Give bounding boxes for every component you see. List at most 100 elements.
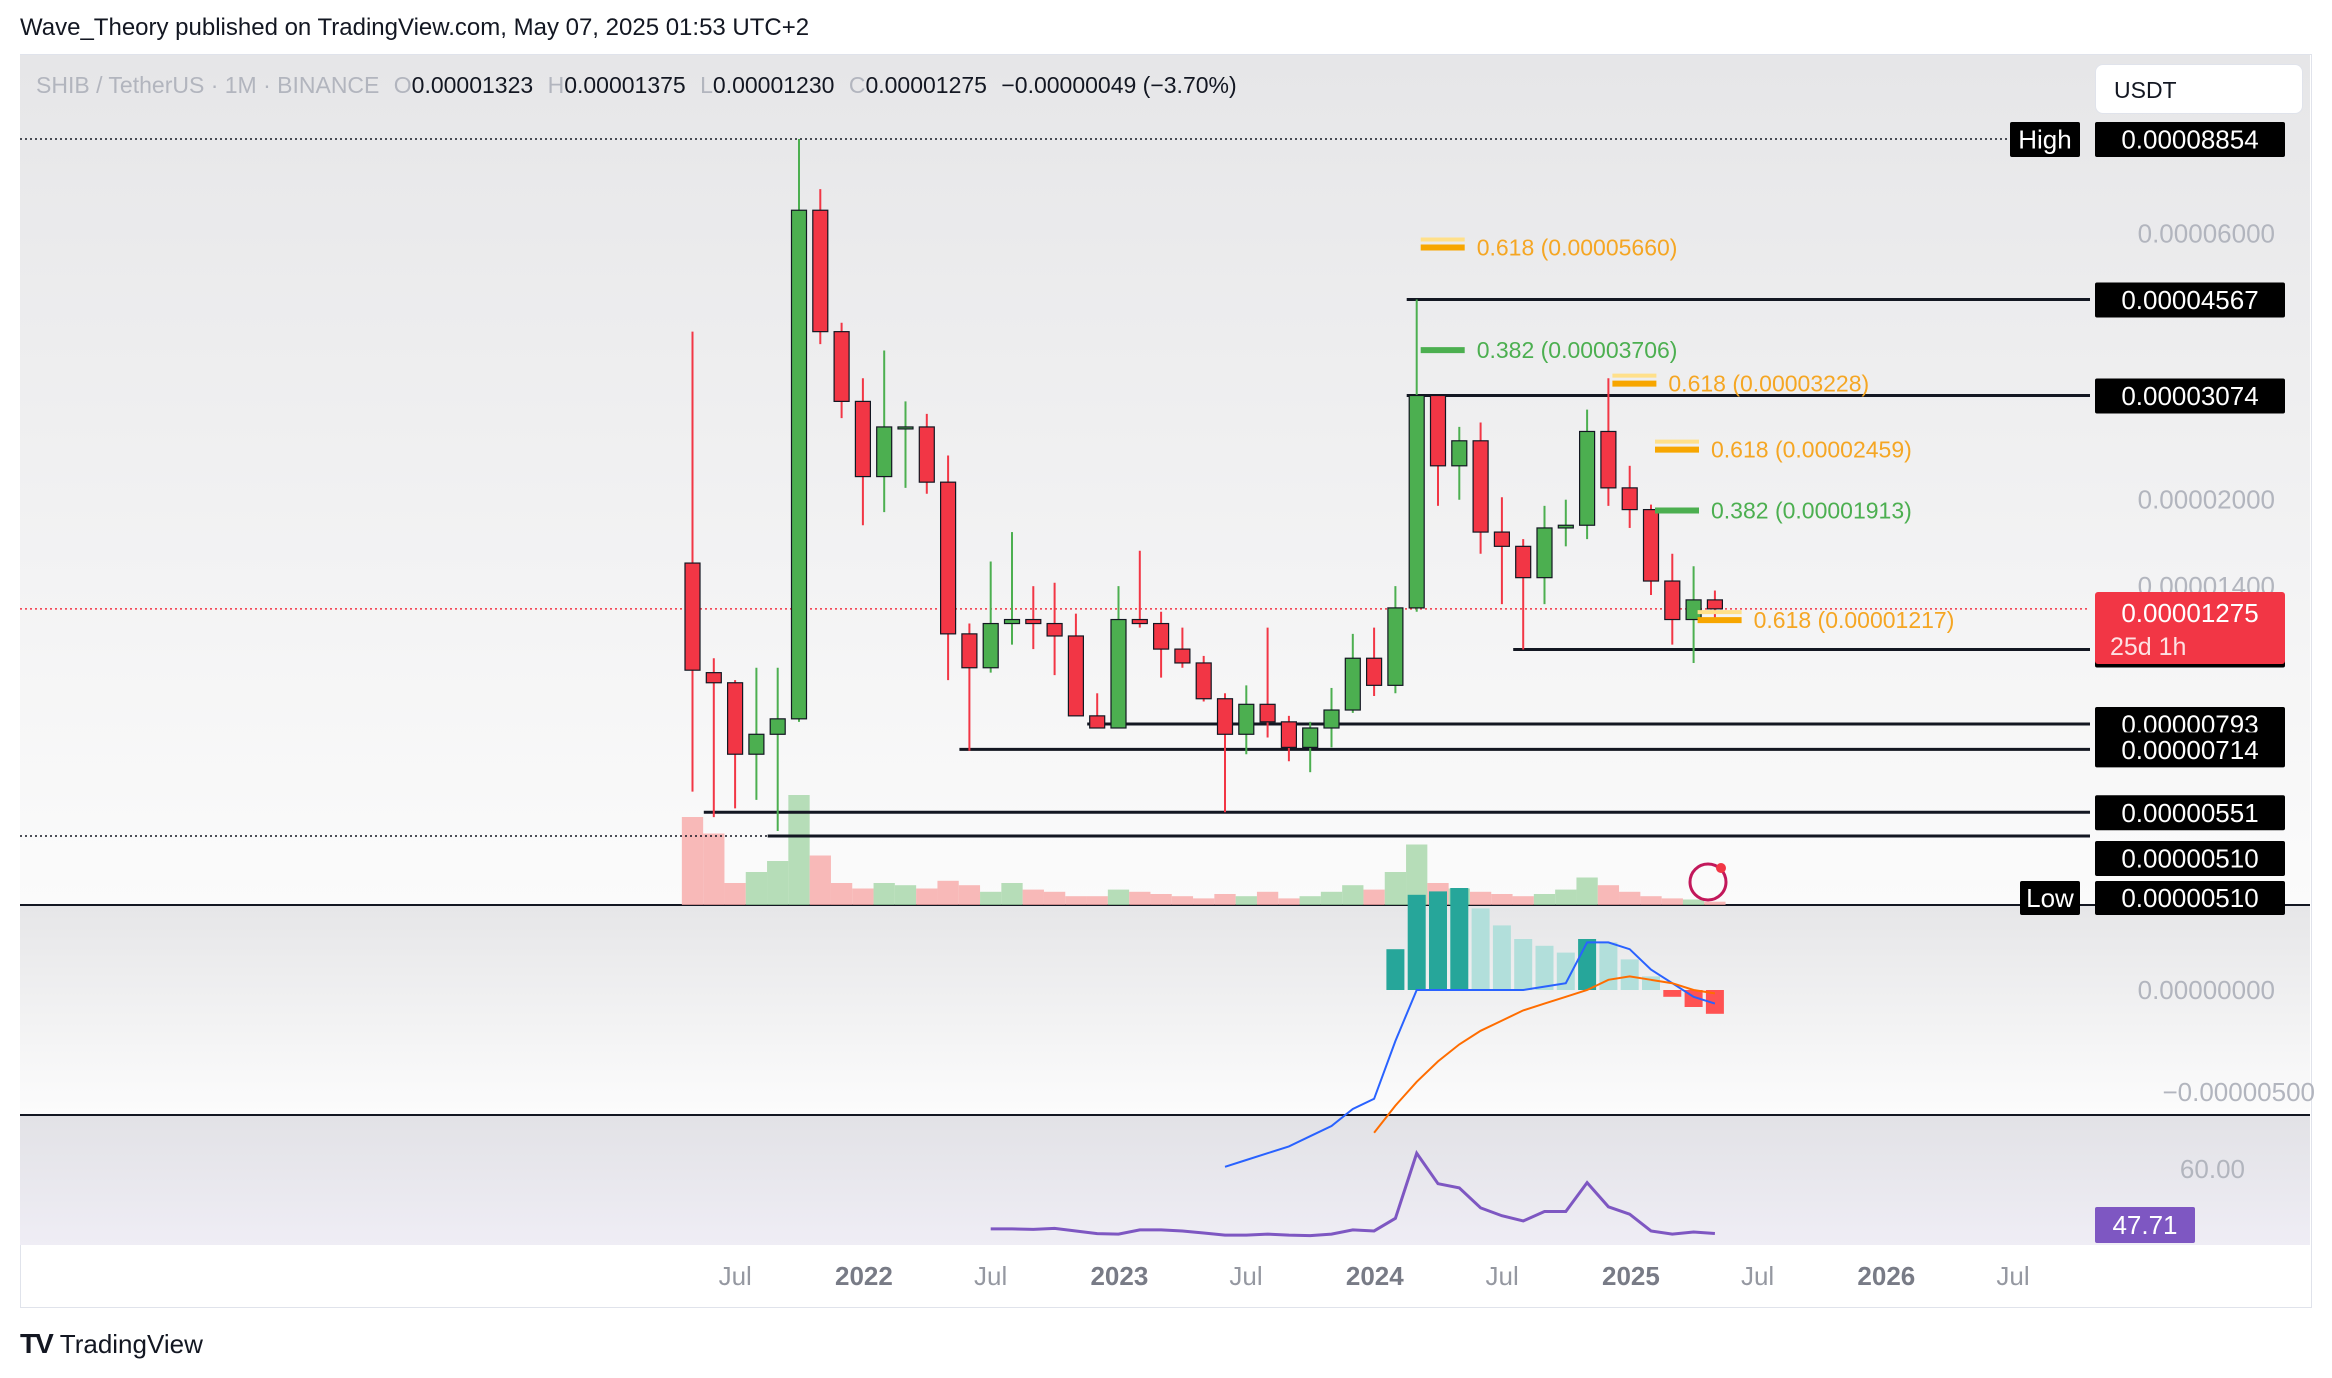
candle-body [1195, 662, 1212, 700]
candle-body [918, 426, 935, 483]
fib-label: 0.382 (0.00001913) [1711, 497, 1912, 523]
candle-body [1110, 618, 1127, 729]
candle-body [1642, 508, 1660, 582]
time-axis-tick: Jul [974, 1261, 1007, 1291]
candle-body [1578, 430, 1596, 526]
candle-body [1046, 622, 1063, 637]
level-badge-bg [2095, 378, 2285, 414]
rsi-pane-bg [20, 1115, 2310, 1245]
currency-select[interactable]: USDT [2095, 64, 2303, 114]
macd-histogram-bar [1429, 891, 1447, 990]
candle-body [1259, 703, 1276, 723]
candle-body [769, 718, 786, 735]
high-marker-value-bg [2095, 122, 2285, 157]
alert-flash-icon [1688, 862, 1728, 902]
low-marker-label-bg [2020, 881, 2080, 915]
macd-histogram-bar [1535, 945, 1554, 990]
macd-histogram-bar [1471, 908, 1490, 990]
volume-bar [980, 891, 1002, 905]
macd-line [1224, 941, 1716, 1168]
low-marker-value-bg [2095, 881, 2285, 915]
volume-bar [1342, 885, 1364, 905]
macd-histogram-bar [1386, 949, 1405, 990]
volume-bar [1512, 896, 1534, 905]
volume-bar [1235, 896, 1257, 905]
rsi-value-badge: 47.71 [2112, 1210, 2177, 1240]
level-badge-bg [2095, 841, 2285, 876]
signal-line [1373, 975, 1716, 1134]
low-label: L [700, 72, 713, 98]
footer-brand[interactable]: TV TradingView [20, 1328, 203, 1360]
macd-histogram-bar [1492, 925, 1511, 990]
time-axis-tick: Jul [1741, 1261, 1774, 1291]
candle-body [1302, 727, 1319, 748]
candle-body [1067, 635, 1085, 717]
volume-bar [1704, 901, 1726, 905]
last-price-value: 0.00001275 [2121, 598, 2258, 628]
volume-bar [1065, 896, 1087, 905]
candle-body [1003, 618, 1021, 625]
time-axis-tick: 2025 [1602, 1261, 1660, 1291]
low-value: 0.00001230 [712, 72, 835, 98]
time-axis-tick: Jul [719, 1261, 752, 1291]
candle-body [684, 562, 701, 671]
alert-dot-icon [1716, 863, 1726, 873]
high-marker-label-bg [2010, 122, 2080, 157]
volume-bar [937, 880, 959, 905]
volume-bar [852, 888, 874, 905]
time-axis-tick: Jul [1996, 1261, 2029, 1291]
volume-bar [703, 833, 725, 905]
candle-body [1493, 531, 1511, 547]
volume-bar [1597, 885, 1620, 905]
volume-bar [788, 795, 810, 905]
symbol-name[interactable]: SHIB / TetherUS · 1M · BINANCE [36, 72, 380, 98]
time-axis-tick: 2023 [1090, 1261, 1148, 1291]
rsi-value-badge-bg [2095, 1207, 2195, 1243]
volume-bar [1406, 844, 1428, 905]
candle-body [1557, 524, 1574, 529]
candle-body [1621, 487, 1638, 511]
fib-label: 0.618 (0.00002459) [1711, 437, 1912, 463]
open-label: O [393, 72, 412, 98]
candle-body [1216, 698, 1234, 735]
candle-body [1365, 657, 1383, 686]
volume-bar [958, 885, 981, 905]
volume-bar [1533, 894, 1556, 905]
volume-bar [1001, 883, 1023, 905]
candle-body [1387, 607, 1404, 686]
low-marker-label: Low [2026, 883, 2074, 913]
volume-bar [894, 885, 917, 905]
candle-body [1515, 545, 1532, 579]
macd-histogram-bar [1620, 959, 1639, 990]
volume-bar [1619, 891, 1641, 905]
time-axis-tick: 2022 [835, 1261, 893, 1291]
candle-body [939, 481, 957, 635]
volume-bar [1320, 891, 1343, 905]
candle-body [1600, 430, 1617, 489]
time-axis-tick: Jul [1229, 1261, 1262, 1291]
candle-body [726, 682, 744, 755]
candle-body [1429, 394, 1447, 467]
candle-body [1706, 599, 1724, 610]
candle-body [1344, 657, 1361, 711]
volume-bar [1682, 899, 1705, 905]
level-badge-bg [2095, 732, 2285, 768]
volume-bar [1171, 896, 1194, 905]
fib-label: 0.618 (0.00003228) [1668, 371, 1869, 397]
main-pane-bg [20, 55, 2310, 905]
level-badge: 0.00000510 [2121, 844, 2258, 874]
rsi-axis-tick: 60.00 [2180, 1154, 2245, 1184]
macd-histogram-bar [1514, 939, 1533, 990]
price-axis-tick: 0.00002000 [2138, 485, 2275, 515]
candle-body [748, 733, 765, 755]
candle-body [1280, 721, 1298, 748]
high-marker-value: 0.00008854 [2121, 125, 2258, 155]
macd-histogram-bar [1407, 894, 1426, 990]
candle-body [812, 209, 829, 333]
fib-label: 0.618 (0.00001217) [1754, 607, 1955, 633]
symbol-legend: SHIB / TetherUS · 1M · BINANCE O0.000013… [36, 72, 1237, 99]
level-badge: 0.00004567 [2121, 285, 2258, 315]
candle-body [1089, 715, 1106, 729]
macd-histogram-bar [1556, 952, 1575, 990]
